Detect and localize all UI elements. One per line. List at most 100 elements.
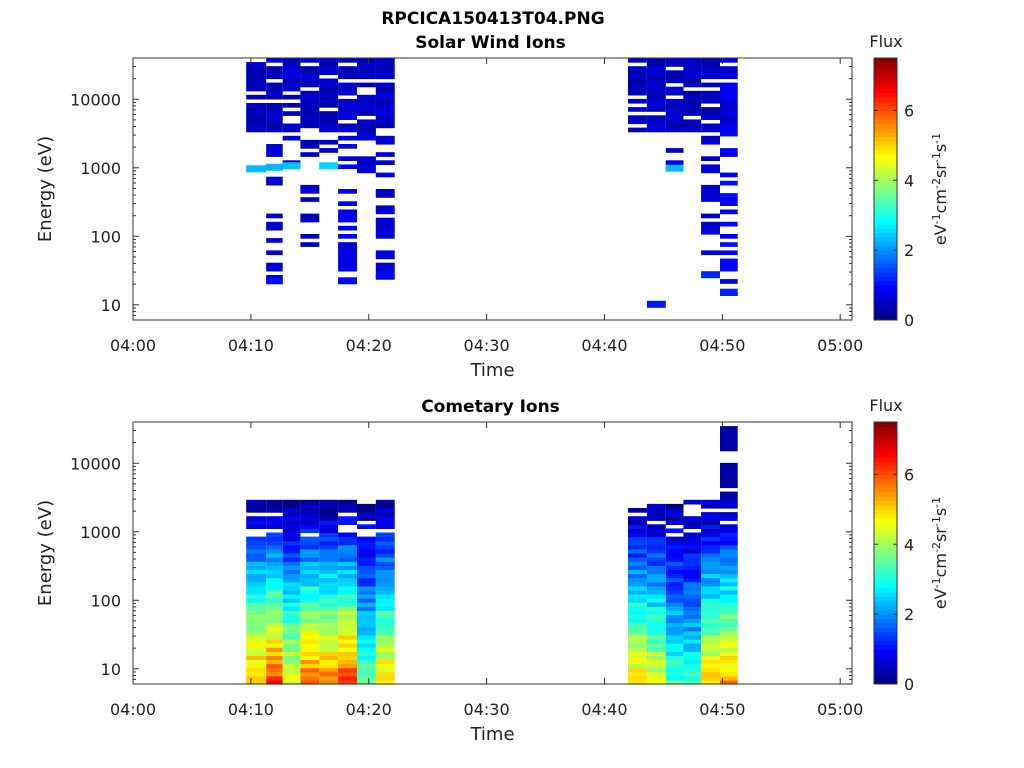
heatmap-cell <box>282 557 301 562</box>
heatmap-cell <box>338 626 357 632</box>
heatmap-cell <box>375 647 395 652</box>
heatmap-cell <box>338 536 357 542</box>
heatmap-cell <box>628 544 647 550</box>
heatmap-cell <box>319 626 339 632</box>
heatmap-cell <box>683 671 702 677</box>
heatmap-cell <box>701 548 720 554</box>
heatmap-cell <box>338 123 357 129</box>
colorbar-segment <box>874 66 897 72</box>
heatmap-cell <box>319 651 339 656</box>
heatmap-cell <box>300 217 320 223</box>
heatmap-cell <box>375 651 395 656</box>
colorbar-segment <box>874 215 897 221</box>
heatmap-cell <box>246 62 267 67</box>
heatmap-cell <box>646 573 666 579</box>
heatmap-cell <box>701 663 720 669</box>
heatmap-cell <box>300 606 320 611</box>
heatmap-cell <box>357 94 376 100</box>
plot-frame <box>132 421 853 685</box>
heatmap-cell <box>338 508 357 513</box>
heatmap-cell <box>266 606 283 611</box>
heatmap-cell <box>300 634 320 640</box>
heatmap-cell <box>720 630 738 636</box>
heatmap-cell <box>720 536 738 542</box>
heatmap-cell <box>338 66 357 71</box>
heatmap-cell <box>246 536 267 542</box>
heatmap-cell <box>282 667 301 673</box>
heatmap-cell <box>628 74 647 80</box>
heatmap-cell <box>665 111 684 116</box>
heatmap-cell <box>282 74 301 80</box>
heatmap-cell <box>266 74 283 80</box>
x-tick-label: 04:00 <box>110 336 156 355</box>
heatmap-cell <box>720 675 738 681</box>
colorbar-segment <box>874 518 897 523</box>
heatmap-cell <box>628 626 647 632</box>
colorbar-segment <box>874 127 897 133</box>
heatmap-cell <box>300 503 320 509</box>
heatmap-cell <box>701 630 720 636</box>
heatmap-cell <box>357 107 376 112</box>
heatmap-cell <box>701 569 720 575</box>
heatmap-cell <box>282 78 301 84</box>
heatmap-cell <box>701 107 720 112</box>
heatmap-cell <box>701 516 720 521</box>
heatmap-cell <box>338 242 357 247</box>
heatmap-cell <box>357 667 376 673</box>
heatmap-cell <box>720 585 738 591</box>
heatmap-cell <box>338 234 357 239</box>
heatmap-cell <box>338 544 357 550</box>
heatmap-cell <box>319 70 339 75</box>
heatmap-cell <box>357 512 376 517</box>
heatmap-cell <box>720 221 738 227</box>
colorbar-segment <box>874 592 897 598</box>
heatmap-cell <box>683 643 702 648</box>
heatmap-cell <box>720 115 738 120</box>
colorbar-segment <box>874 237 897 242</box>
heatmap-cell <box>338 58 357 63</box>
heatmap-cell <box>375 90 395 96</box>
heatmap-cell <box>701 593 720 599</box>
heatmap-cell <box>282 544 301 550</box>
heatmap-cell <box>683 62 702 67</box>
heatmap-cell <box>357 675 376 681</box>
heatmap-cell <box>628 581 647 587</box>
heatmap-cell <box>720 103 738 108</box>
heatmap-cell <box>720 561 738 566</box>
heatmap-cell <box>375 536 395 542</box>
heatmap-cell <box>375 221 395 227</box>
heatmap-cell <box>266 581 283 587</box>
heatmap-cell <box>720 98 738 104</box>
heatmap-cell <box>720 172 738 178</box>
heatmap-cell <box>319 561 339 566</box>
heatmap-cell <box>266 622 283 628</box>
colorbar-segment <box>874 110 897 116</box>
heatmap-cell <box>357 581 376 587</box>
heatmap-cell <box>701 610 720 615</box>
heatmap-cell <box>720 524 738 529</box>
heatmap-cell <box>701 503 720 509</box>
colorbar-segment <box>874 579 897 585</box>
heatmap-cell <box>319 536 339 542</box>
heatmap-cell <box>701 585 720 591</box>
heatmap-cell <box>375 123 395 129</box>
heatmap-cell <box>720 573 738 579</box>
heatmap-cell <box>282 62 301 67</box>
heatmap-cell <box>628 630 647 636</box>
colorbar-segment <box>874 62 897 68</box>
heatmap-cell <box>683 74 702 80</box>
heatmap-cell <box>665 602 684 607</box>
heatmap-cell <box>701 193 720 198</box>
colorbar-segment <box>874 92 897 98</box>
heatmap-cell <box>319 593 339 599</box>
heatmap-cell <box>701 618 720 624</box>
colorbar-segment <box>874 75 897 81</box>
heatmap-cell <box>319 602 339 607</box>
heatmap-cell <box>720 589 738 595</box>
heatmap-cell <box>720 107 738 112</box>
heatmap-cell <box>338 86 357 92</box>
heatmap-cell <box>720 577 738 583</box>
colorbar-segment <box>874 58 897 63</box>
heatmap-cell <box>646 512 666 517</box>
colorbar-segment <box>874 544 897 550</box>
